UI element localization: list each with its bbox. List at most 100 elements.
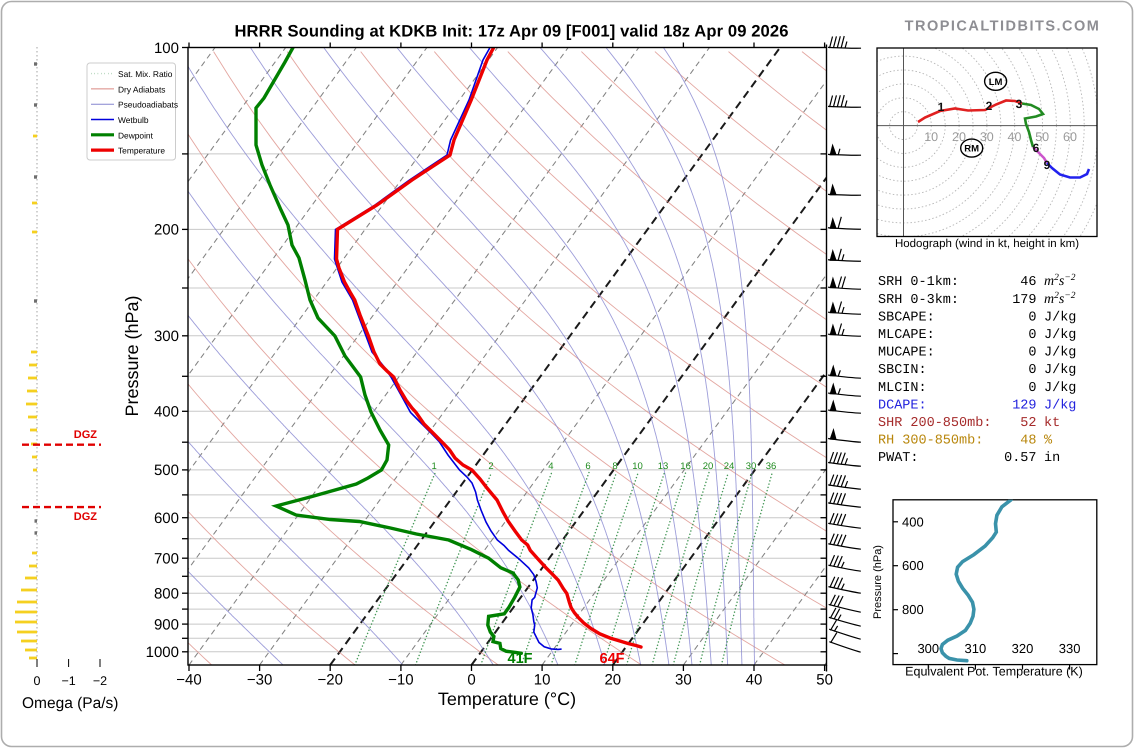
svg-text:2: 2	[986, 99, 993, 113]
svg-text:46: 46	[1020, 275, 1036, 290]
svg-text:36: 36	[766, 461, 777, 472]
svg-text:20: 20	[604, 672, 621, 689]
svg-text:Equivalent Pot. Temperature (K: Equivalent Pot. Temperature (K)	[905, 665, 1083, 679]
svg-text:900: 900	[154, 616, 179, 633]
svg-text:Temperature (°C): Temperature (°C)	[438, 689, 576, 709]
svg-text:30: 30	[980, 130, 994, 144]
svg-text:SHR 200-850mb:: SHR 200-850mb:	[878, 416, 991, 431]
svg-text:60: 60	[1063, 130, 1077, 144]
svg-text:64F: 64F	[600, 651, 625, 667]
svg-text:Temperature: Temperature	[118, 146, 165, 156]
svg-text:41F: 41F	[508, 651, 533, 667]
svg-text:0: 0	[1028, 363, 1036, 378]
svg-text:4: 4	[548, 461, 553, 472]
svg-text:200: 200	[154, 222, 179, 239]
svg-text:0: 0	[1028, 328, 1036, 343]
svg-text:J/kg: J/kg	[1044, 381, 1076, 396]
svg-text:SBCAPE:: SBCAPE:	[878, 310, 935, 325]
svg-text:−10: −10	[388, 672, 413, 689]
svg-text:8: 8	[612, 461, 617, 472]
svg-text:10: 10	[924, 130, 938, 144]
svg-text:MLCIN:: MLCIN:	[878, 381, 927, 396]
svg-text:Pressure (hPa): Pressure (hPa)	[122, 295, 142, 416]
svg-text:50: 50	[816, 672, 833, 689]
svg-text:LM: LM	[989, 77, 1003, 88]
svg-text:24: 24	[724, 461, 735, 472]
svg-text:6: 6	[585, 461, 590, 472]
svg-text:Wetbulb: Wetbulb	[118, 115, 149, 125]
svg-text:1: 1	[432, 461, 437, 472]
svg-text:%: %	[1044, 434, 1053, 449]
svg-text:20: 20	[703, 461, 714, 472]
svg-text:2: 2	[488, 461, 493, 472]
svg-text:500: 500	[154, 462, 179, 479]
svg-text:−40: −40	[176, 672, 201, 689]
svg-text:−20: −20	[317, 672, 342, 689]
svg-text:kt: kt	[1044, 416, 1060, 431]
svg-text:52: 52	[1020, 416, 1036, 431]
svg-text:PWAT:: PWAT:	[878, 451, 919, 466]
svg-text:J/kg: J/kg	[1044, 328, 1076, 343]
svg-text:800: 800	[154, 586, 179, 603]
svg-text:1000: 1000	[146, 644, 179, 661]
svg-text:Sat. Mix. Ratio: Sat. Mix. Ratio	[118, 69, 173, 79]
svg-text:50: 50	[1035, 130, 1049, 144]
svg-text:0: 0	[34, 674, 41, 688]
svg-text:TROPICALTIDBITS.COM: TROPICALTIDBITS.COM	[905, 19, 1101, 35]
svg-text:100: 100	[154, 40, 179, 57]
svg-text:320: 320	[1012, 641, 1034, 656]
svg-text:−2: −2	[93, 674, 107, 688]
svg-text:9: 9	[1044, 158, 1051, 172]
svg-text:300: 300	[154, 328, 179, 345]
svg-text:30: 30	[675, 672, 692, 689]
svg-text:RH 300-850mb:: RH 300-850mb:	[878, 434, 983, 449]
svg-text:16: 16	[680, 461, 691, 472]
svg-text:Dewpoint: Dewpoint	[118, 130, 154, 140]
svg-text:HRRR Sounding at KDKB Init: 17: HRRR Sounding at KDKB Init: 17z Apr 09 […	[234, 22, 788, 41]
svg-text:J/kg: J/kg	[1044, 346, 1076, 361]
svg-text:20: 20	[952, 130, 966, 144]
svg-text:−30: −30	[247, 672, 272, 689]
svg-text:600: 600	[154, 510, 179, 527]
svg-text:DCAPE:: DCAPE:	[878, 398, 927, 413]
svg-text:3: 3	[1016, 97, 1023, 111]
svg-text:0: 0	[1028, 346, 1036, 361]
svg-text:Pressure (hPa): Pressure (hPa)	[872, 545, 884, 619]
svg-text:DGZ: DGZ	[74, 511, 98, 523]
svg-text:RM: RM	[964, 144, 979, 155]
svg-text:Hodograph (wind in kt, height: Hodograph (wind in kt, height in km)	[895, 238, 1079, 250]
svg-text:13: 13	[658, 461, 669, 472]
svg-text:10: 10	[632, 461, 643, 472]
svg-text:SRH 0-3km:: SRH 0-3km:	[878, 293, 959, 308]
svg-text:MLCAPE:: MLCAPE:	[878, 328, 935, 343]
svg-text:6: 6	[1033, 141, 1040, 155]
svg-text:400: 400	[902, 514, 924, 529]
svg-text:J/kg: J/kg	[1044, 398, 1076, 413]
svg-text:800: 800	[902, 602, 924, 617]
svg-text:0: 0	[1028, 310, 1036, 325]
svg-text:40: 40	[1008, 130, 1022, 144]
svg-text:in: in	[1044, 451, 1060, 466]
svg-text:DGZ: DGZ	[74, 429, 98, 441]
svg-text:J/kg: J/kg	[1044, 363, 1076, 378]
svg-text:129: 129	[1012, 398, 1036, 413]
svg-text:310: 310	[965, 641, 987, 656]
svg-text:179: 179	[1012, 293, 1036, 308]
svg-text:Omega (Pa/s): Omega (Pa/s)	[22, 695, 118, 712]
svg-text:SBCIN:: SBCIN:	[878, 363, 927, 378]
svg-text:Pseudoadiabats: Pseudoadiabats	[118, 100, 178, 110]
svg-text:30: 30	[746, 461, 757, 472]
svg-text:Dry Adiabats: Dry Adiabats	[118, 84, 165, 94]
svg-text:300: 300	[917, 641, 939, 656]
svg-text:MUCAPE:: MUCAPE:	[878, 346, 935, 361]
svg-text:J/kg: J/kg	[1044, 310, 1076, 325]
svg-text:40: 40	[746, 672, 763, 689]
svg-text:0.57: 0.57	[1004, 451, 1036, 466]
svg-text:700: 700	[154, 551, 179, 568]
svg-text:48: 48	[1020, 434, 1036, 449]
svg-text:−1: −1	[61, 674, 75, 688]
svg-text:400: 400	[154, 404, 179, 421]
svg-text:0: 0	[1028, 381, 1036, 396]
svg-text:SRH 0-1km:: SRH 0-1km:	[878, 275, 959, 290]
svg-text:330: 330	[1059, 641, 1081, 656]
